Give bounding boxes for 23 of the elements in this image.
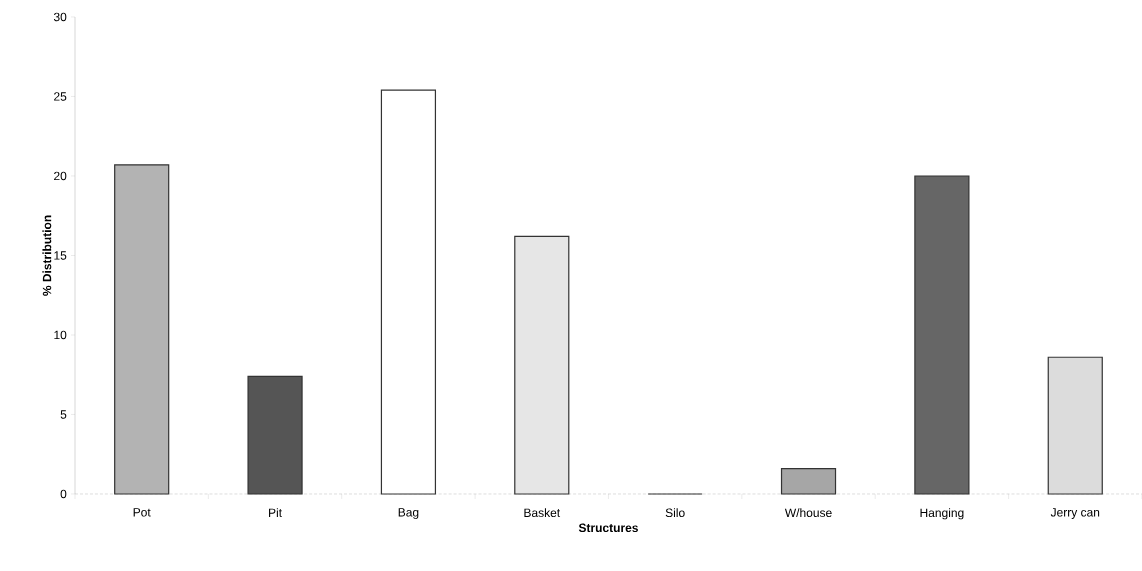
y-tick-label: 15 xyxy=(54,251,67,260)
bar xyxy=(380,89,437,495)
y-tick-label: 10 xyxy=(54,330,67,340)
x-tick-label: Pot xyxy=(133,508,151,517)
y-tick-label: 0 xyxy=(60,489,67,499)
x-tick-label: Jerry can xyxy=(1050,508,1100,519)
y-tick-label: 25 xyxy=(54,92,67,101)
y-tick-label: 5 xyxy=(60,410,67,419)
bar xyxy=(1047,356,1103,495)
x-tick-label: Basket xyxy=(524,508,561,517)
x-tick-label: Pit xyxy=(269,508,282,517)
bar xyxy=(114,164,170,495)
x-tick-label: W/house xyxy=(784,508,832,517)
x-axis-title: Structures xyxy=(578,523,638,533)
x-tick-label: Silo xyxy=(665,508,685,517)
bar xyxy=(247,375,303,495)
bar xyxy=(914,175,970,495)
bar xyxy=(514,235,570,495)
y-tick-label: 30 xyxy=(53,12,67,22)
x-tick-label: Hanging xyxy=(920,508,964,520)
x-tick-label: Bag xyxy=(398,508,419,519)
y-tick-label: 20 xyxy=(54,171,67,181)
y-axis-title: % Distribution xyxy=(42,215,52,296)
